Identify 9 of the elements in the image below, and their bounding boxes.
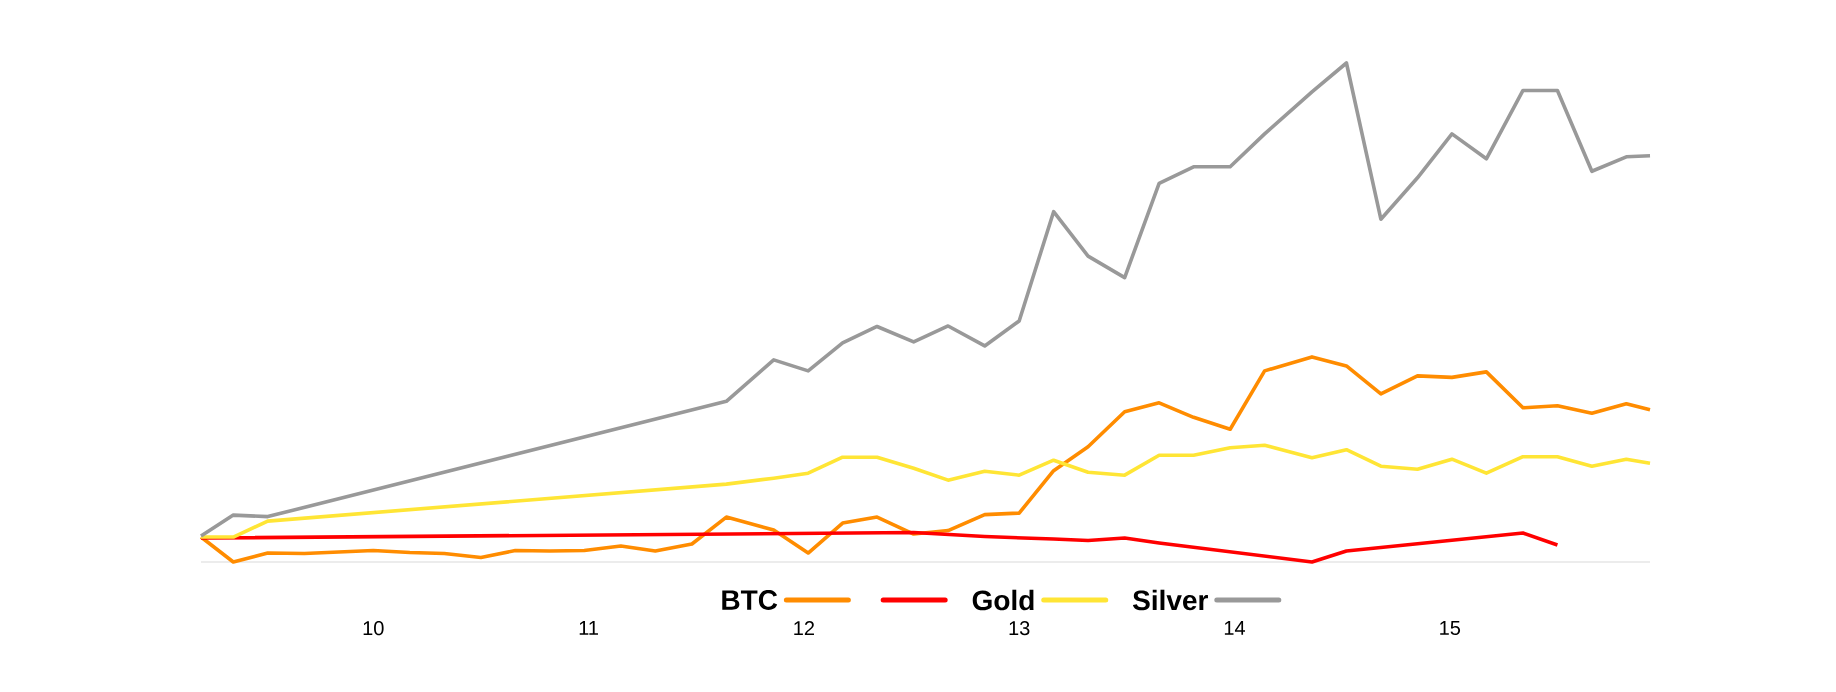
- x-tick-label: 13: [1009, 621, 1030, 636]
- x-tick-label: 15: [1440, 621, 1461, 636]
- x-tick-label: 12: [794, 621, 814, 636]
- legend-label: BTC: [722, 590, 778, 610]
- x-tick-label: 14: [1224, 621, 1246, 635]
- x-tick-label: 10: [363, 621, 384, 636]
- x-tick-label: 11: [579, 621, 598, 635]
- legend-label: Silver: [1132, 589, 1208, 611]
- legend-label: Gold: [972, 589, 1034, 611]
